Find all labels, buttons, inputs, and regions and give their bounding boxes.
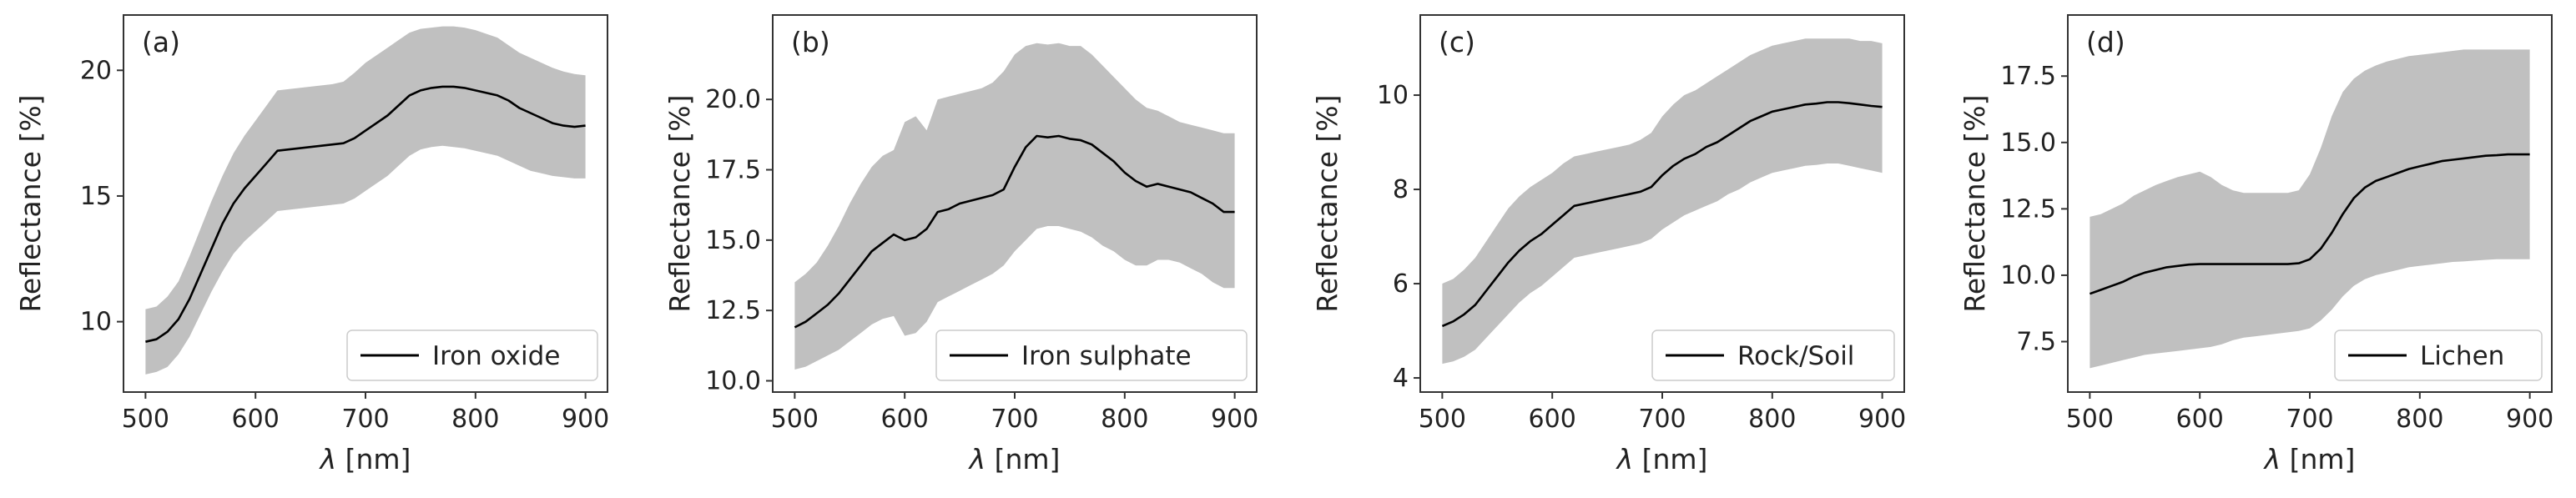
y-tick-label: 10.0 [2000,261,2056,290]
x-tick-label: 600 [1529,405,1576,434]
x-tick-label: 500 [122,405,169,434]
x-tick-label: 600 [2176,405,2224,434]
y-tick-label: 12.5 [2000,194,2056,224]
y-axis-label: Reflectance [%] [14,94,47,312]
x-tick-label: 800 [451,405,499,434]
x-axis-label: λ [nm] [2263,443,2356,475]
x-tick-label: 800 [1101,405,1148,434]
x-tick-label: 700 [991,405,1038,434]
y-tick-label: 4 [1393,364,1409,393]
legend-label: Lichen [2420,341,2504,371]
x-tick-label: 900 [1211,405,1258,434]
x-axis-label: λ [nm] [319,443,411,475]
x-axis-unit: [nm] [336,443,411,475]
y-tick-label: 10.0 [705,367,761,396]
x-axis-label: λ [nm] [968,443,1061,475]
x-tick-label: 500 [771,405,819,434]
x-tick-label: 700 [1638,405,1686,434]
std-band [1442,38,1883,365]
x-tick-label: 500 [2066,405,2114,434]
std-band [145,26,586,375]
legend-label: Iron sulphate [1021,341,1192,371]
y-tick-label: 20 [80,56,112,85]
x-axis-unit: [nm] [986,443,1060,475]
x-axis-label: λ [nm] [1616,443,1708,475]
x-axis-symbol: λ [319,443,337,475]
series-line [145,85,586,343]
chart-panel: 500 600 700 800 900 7.5 10.0 12.5 15.0 17.5 λ [nm]… [1958,14,2553,475]
y-axis-label: Reflectance [%] [1958,94,1991,312]
legend-label: Rock/Soil [1737,341,1854,371]
panel-tag: (a) [142,26,180,58]
chart-panel: 500 600 700 800 900 10.0 12.5 15.0 17.5 20.0 λ [nm… [663,14,1258,475]
panel-tag: (c) [1439,26,1475,58]
x-tick-label: 900 [562,405,609,434]
x-tick-label: 800 [1748,405,1796,434]
y-tick-label: 10 [1377,81,1409,110]
x-axis-symbol: λ [2263,443,2281,475]
legend-box [2334,329,2543,381]
y-tick-label: 17.5 [2000,62,2056,91]
y-tick-label: 12.5 [705,296,761,325]
x-tick-label: 700 [341,405,389,434]
std-band [794,43,1235,370]
std-band [2090,49,2530,369]
x-tick-label: 900 [2506,405,2553,434]
x-tick-label: 800 [2396,405,2443,434]
y-tick-label: 17.5 [705,156,761,185]
legend-box [935,329,1248,381]
x-tick-label: 700 [2286,405,2333,434]
x-axis-unit: [nm] [1633,443,1707,475]
y-tick-label: 10 [80,308,112,337]
y-tick-label: 15.0 [2000,128,2056,158]
y-axis-label: Reflectance [%] [1311,94,1343,312]
x-tick-label: 500 [1419,405,1466,434]
x-axis-symbol: λ [968,443,986,475]
panel-tag: (b) [791,26,830,58]
y-tick-label: 7.5 [2016,328,2056,357]
x-tick-label: 600 [881,405,929,434]
y-tick-label: 6 [1393,269,1409,299]
y-tick-label: 8 [1393,175,1409,204]
series-line [2089,153,2530,295]
legend-label: Iron oxide [432,341,560,371]
legend-box [346,329,598,381]
chart-panel: 500 600 700 800 900 4 6 8 10 λ [nm] Reflectance [%… [1311,14,1906,475]
x-tick-label: 600 [232,405,280,434]
x-tick-label: 900 [1858,405,1906,434]
legend-box [1651,329,1895,381]
y-tick-label: 15.0 [705,226,761,255]
series-line [794,134,1235,329]
x-axis-symbol: λ [1616,443,1634,475]
y-axis-label: Reflectance [%] [663,94,696,312]
x-axis-unit: [nm] [2281,443,2355,475]
y-tick-label: 15 [80,182,112,211]
chart-panel: 500 600 700 800 900 10 15 20 λ [nm] Reflectance [… [14,14,609,475]
series-line [1441,101,1883,328]
y-tick-label: 20.0 [705,85,761,114]
panel-tag: (d) [2086,26,2125,58]
